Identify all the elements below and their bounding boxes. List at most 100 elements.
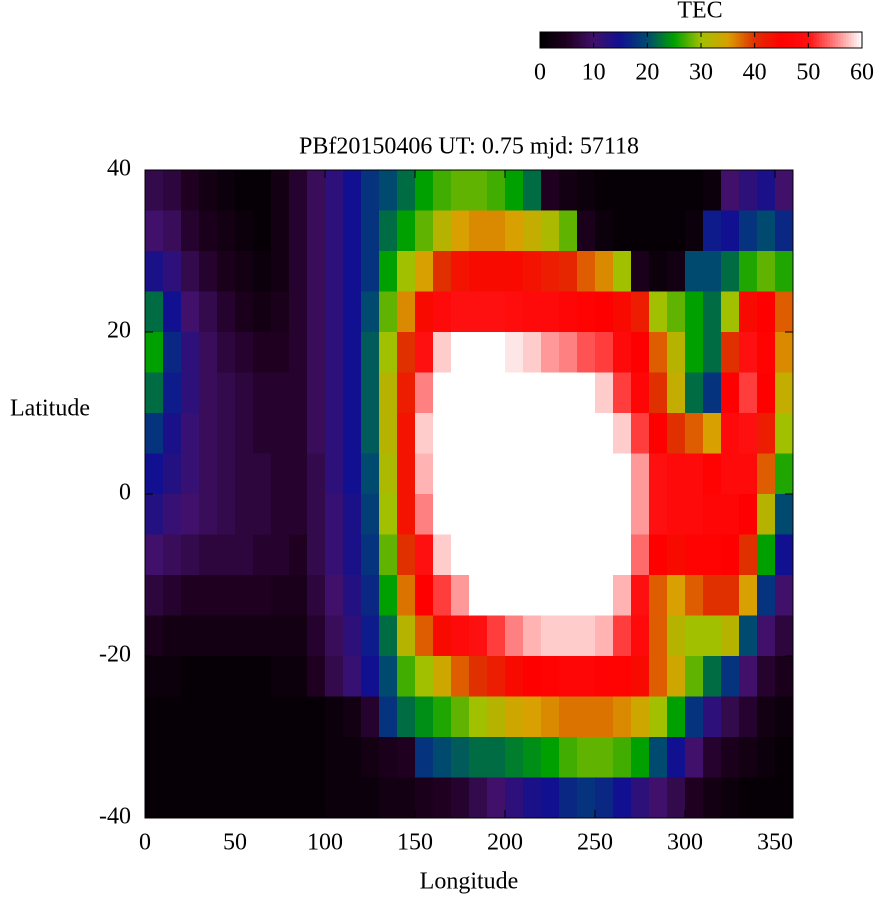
heatmap-cell xyxy=(307,372,326,414)
colorbar-swatch xyxy=(800,32,804,48)
colorbar-swatch xyxy=(835,32,839,48)
heatmap-cell xyxy=(397,656,416,697)
heatmap-cell xyxy=(181,332,200,373)
heatmap-cell xyxy=(145,494,164,535)
heatmap-cell xyxy=(307,210,326,252)
heatmap-cell xyxy=(559,372,578,414)
heatmap-cell xyxy=(235,534,254,576)
heatmap-cell xyxy=(253,575,272,616)
heatmap-cell xyxy=(451,332,470,373)
heatmap-cell xyxy=(487,494,506,535)
heatmap-cell xyxy=(271,453,290,495)
heatmap-cell xyxy=(451,453,470,495)
heatmap-cell xyxy=(289,777,308,819)
heatmap-cell xyxy=(307,453,326,495)
colorbar-swatch xyxy=(692,32,697,48)
heatmap-cell xyxy=(541,210,560,252)
heatmap-cell xyxy=(757,210,776,252)
heatmap-cell xyxy=(505,251,524,292)
colorbar-swatch xyxy=(711,32,715,48)
colorbar-swatch xyxy=(859,32,863,48)
heatmap-cell xyxy=(145,534,164,576)
heatmap-cell xyxy=(271,332,290,373)
heatmap-cell xyxy=(595,210,614,252)
heatmap-cell xyxy=(703,372,722,414)
heatmap-cell xyxy=(469,453,488,495)
heatmap-cell xyxy=(325,251,344,292)
colorbar-swatch xyxy=(572,32,576,48)
heatmap-cell xyxy=(559,170,578,211)
heatmap-cell xyxy=(289,332,308,373)
colorbar-swatch xyxy=(593,32,597,48)
heatmap-cell xyxy=(379,372,398,414)
heatmap-cell xyxy=(307,534,326,576)
heatmap-cell xyxy=(523,777,542,819)
heatmap-cell xyxy=(757,656,776,697)
heatmap-cell xyxy=(379,413,398,454)
heatmap-cell xyxy=(757,777,776,819)
heatmap-cell xyxy=(577,291,596,333)
heatmap-cell xyxy=(343,737,362,778)
heatmap-cell xyxy=(703,413,722,454)
heatmap-cell xyxy=(217,494,236,535)
heatmap-cell xyxy=(757,413,776,454)
heatmap-cell xyxy=(433,291,452,333)
heatmap-cell xyxy=(505,170,524,211)
heatmap-cell xyxy=(379,575,398,616)
heatmap-cell xyxy=(343,615,362,657)
heatmap-cell xyxy=(271,291,290,333)
heatmap-cell xyxy=(451,777,470,819)
heatmap-cell xyxy=(577,696,596,738)
heatmap-cell xyxy=(415,170,434,211)
colorbar-swatch xyxy=(824,32,828,48)
heatmap-cell xyxy=(397,332,416,373)
heatmap-cell xyxy=(649,737,668,778)
colorbar-swatch xyxy=(615,32,619,48)
heatmap-cell xyxy=(577,737,596,778)
heatmap-cell xyxy=(739,494,758,535)
heatmap-cell xyxy=(577,656,596,697)
colorbar-swatch xyxy=(714,32,718,48)
heatmap-cell xyxy=(397,453,416,495)
heatmap-cell xyxy=(739,210,758,252)
heatmap-cell xyxy=(631,494,650,535)
heatmap-cell xyxy=(343,575,362,616)
heatmap-cell xyxy=(307,777,326,819)
heatmap-cell xyxy=(253,696,272,738)
heatmap-cell xyxy=(199,656,218,697)
colorbar-tick-label: 30 xyxy=(689,60,713,86)
heatmap-cell xyxy=(415,615,434,657)
heatmap-cell xyxy=(721,737,740,778)
y-tick-label: 40 xyxy=(107,156,131,182)
heatmap-cell xyxy=(559,453,578,495)
heatmap-cell xyxy=(397,413,416,454)
heatmap-cell xyxy=(739,575,758,616)
heatmap-cell xyxy=(685,332,704,373)
heatmap-cell xyxy=(613,656,632,697)
colorbar-swatch xyxy=(679,32,683,48)
heatmap-cell xyxy=(775,656,794,697)
y-tick-label: 0 xyxy=(119,480,131,506)
heatmap-cell xyxy=(235,210,254,252)
heatmap-cell xyxy=(433,170,452,211)
colorbar-swatch xyxy=(735,32,740,48)
colorbar-swatch xyxy=(709,32,713,48)
heatmap-cell xyxy=(253,453,272,495)
heatmap-cell xyxy=(523,656,542,697)
heatmap-cell xyxy=(649,494,668,535)
heatmap-cell xyxy=(253,251,272,292)
colorbar-swatch xyxy=(553,32,557,48)
heatmap-cell xyxy=(253,210,272,252)
colorbar-swatch xyxy=(819,32,823,48)
heatmap-cell xyxy=(523,696,542,738)
heatmap-cell xyxy=(523,494,542,535)
colorbar-swatch xyxy=(633,32,638,48)
heatmap-cell xyxy=(559,737,578,778)
heatmap-cell xyxy=(163,372,182,414)
heatmap-cell xyxy=(757,737,776,778)
heatmap-cell xyxy=(325,656,344,697)
heatmap-cell xyxy=(271,656,290,697)
heatmap-cell xyxy=(613,494,632,535)
heatmap-cell xyxy=(721,615,740,657)
heatmap-cell xyxy=(667,251,686,292)
